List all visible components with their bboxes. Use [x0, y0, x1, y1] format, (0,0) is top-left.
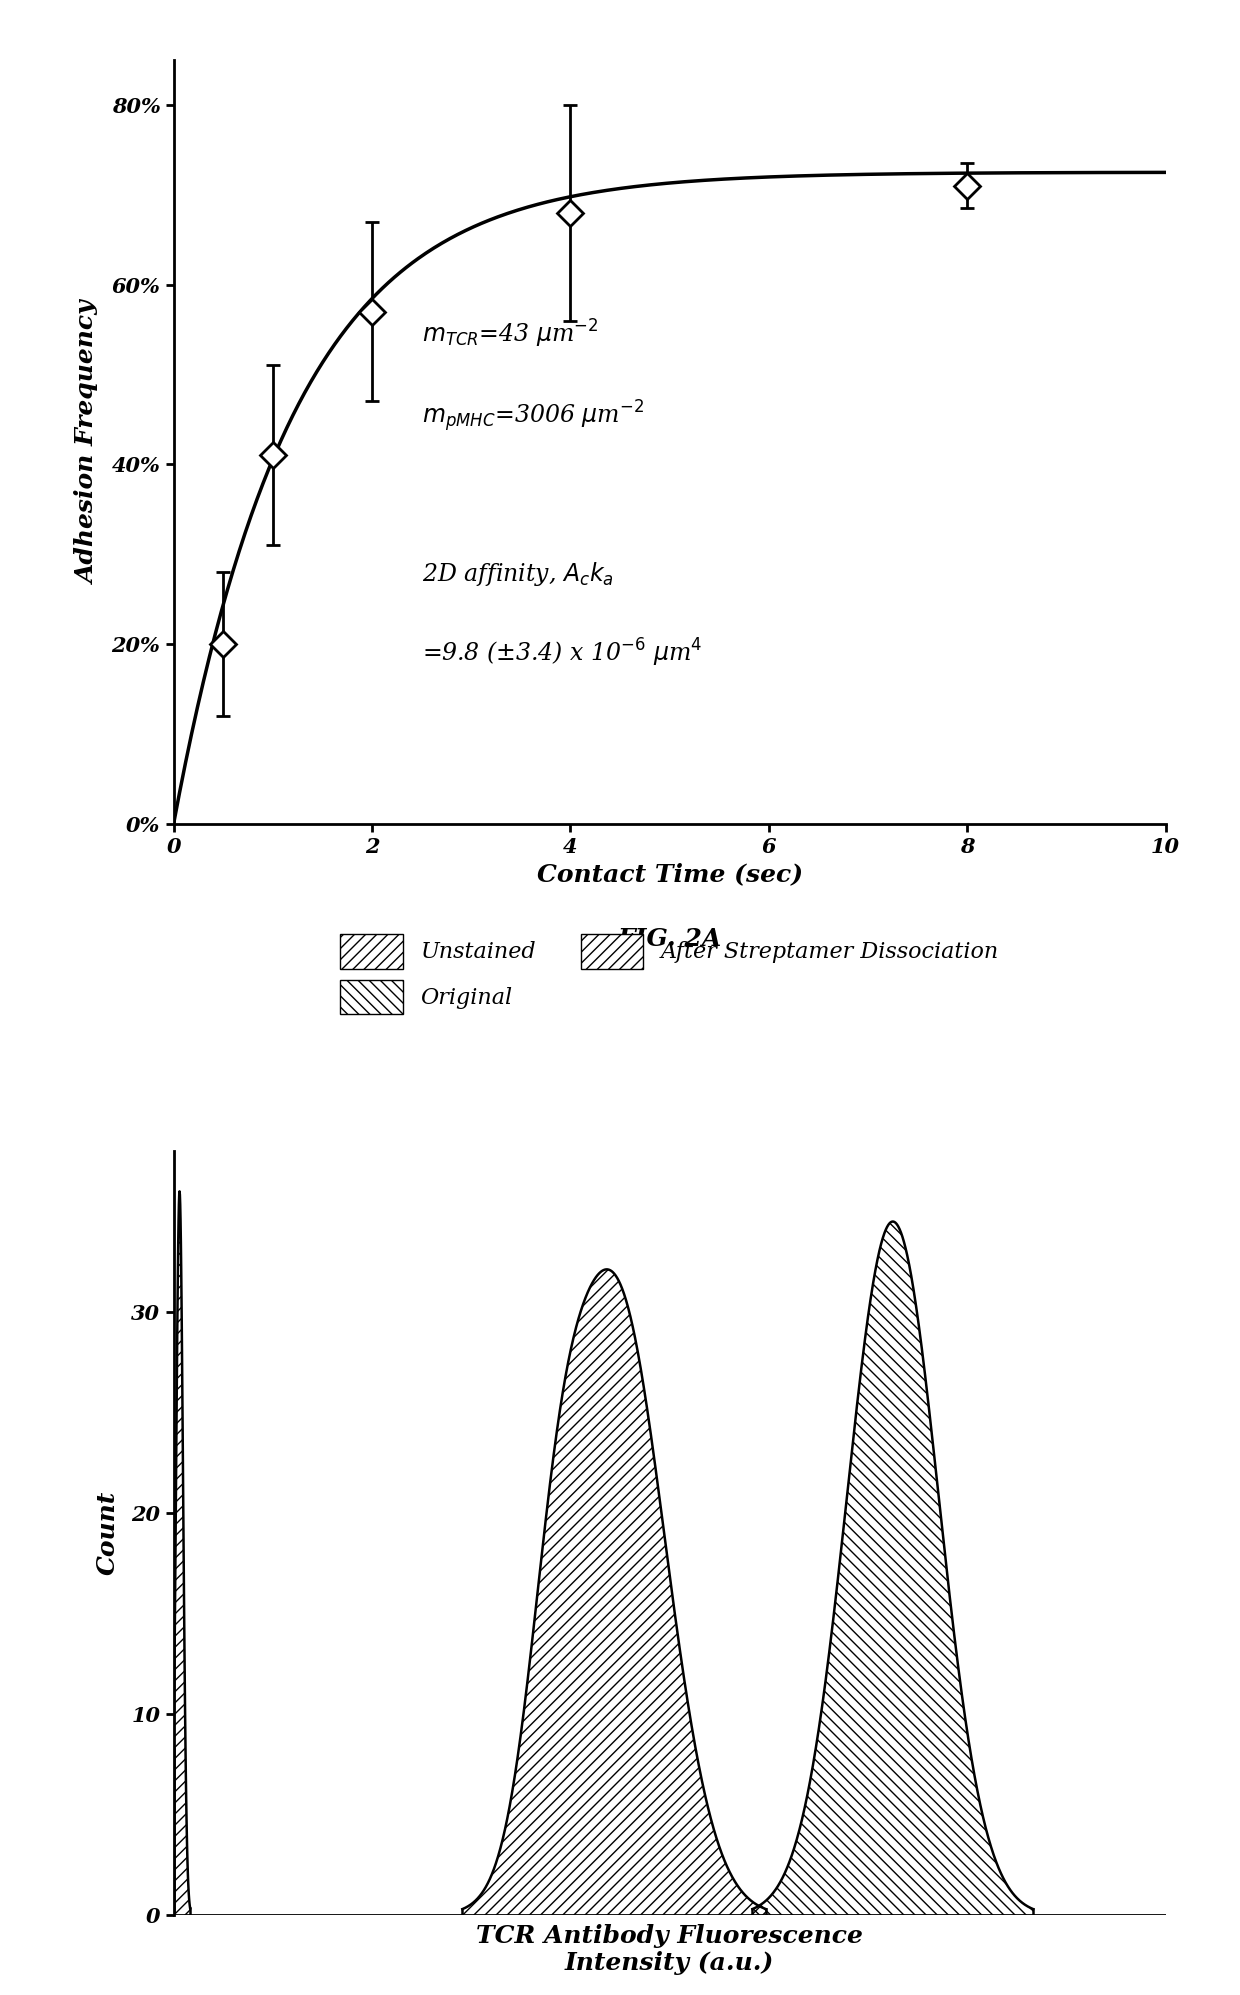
Legend: Unstained, Original, After Streptamer Dissociation: Unstained, Original, After Streptamer Di…	[331, 926, 1008, 1023]
Y-axis label: Count: Count	[97, 1490, 120, 1576]
X-axis label: Contact Time (sec): Contact Time (sec)	[537, 862, 802, 886]
Text: =9.8 ($\pm$3.4) x 10$^{-6}$ $\mu$m$^4$: =9.8 ($\pm$3.4) x 10$^{-6}$ $\mu$m$^4$	[422, 636, 702, 670]
Text: $m_{TCR}$=43 $\mu$m$^{-2}$: $m_{TCR}$=43 $\mu$m$^{-2}$	[422, 317, 598, 351]
Y-axis label: Adhesion Frequency: Adhesion Frequency	[77, 299, 100, 585]
Text: 2D affinity, $A_c k_a$: 2D affinity, $A_c k_a$	[422, 561, 614, 589]
Text: $m_{pMHC}$=3006 $\mu$m$^{-2}$: $m_{pMHC}$=3006 $\mu$m$^{-2}$	[422, 399, 644, 435]
Text: FIG. 2A: FIG. 2A	[618, 928, 722, 952]
X-axis label: TCR Antibody Fluorescence
Intensity (a.u.): TCR Antibody Fluorescence Intensity (a.u…	[476, 1923, 863, 1975]
